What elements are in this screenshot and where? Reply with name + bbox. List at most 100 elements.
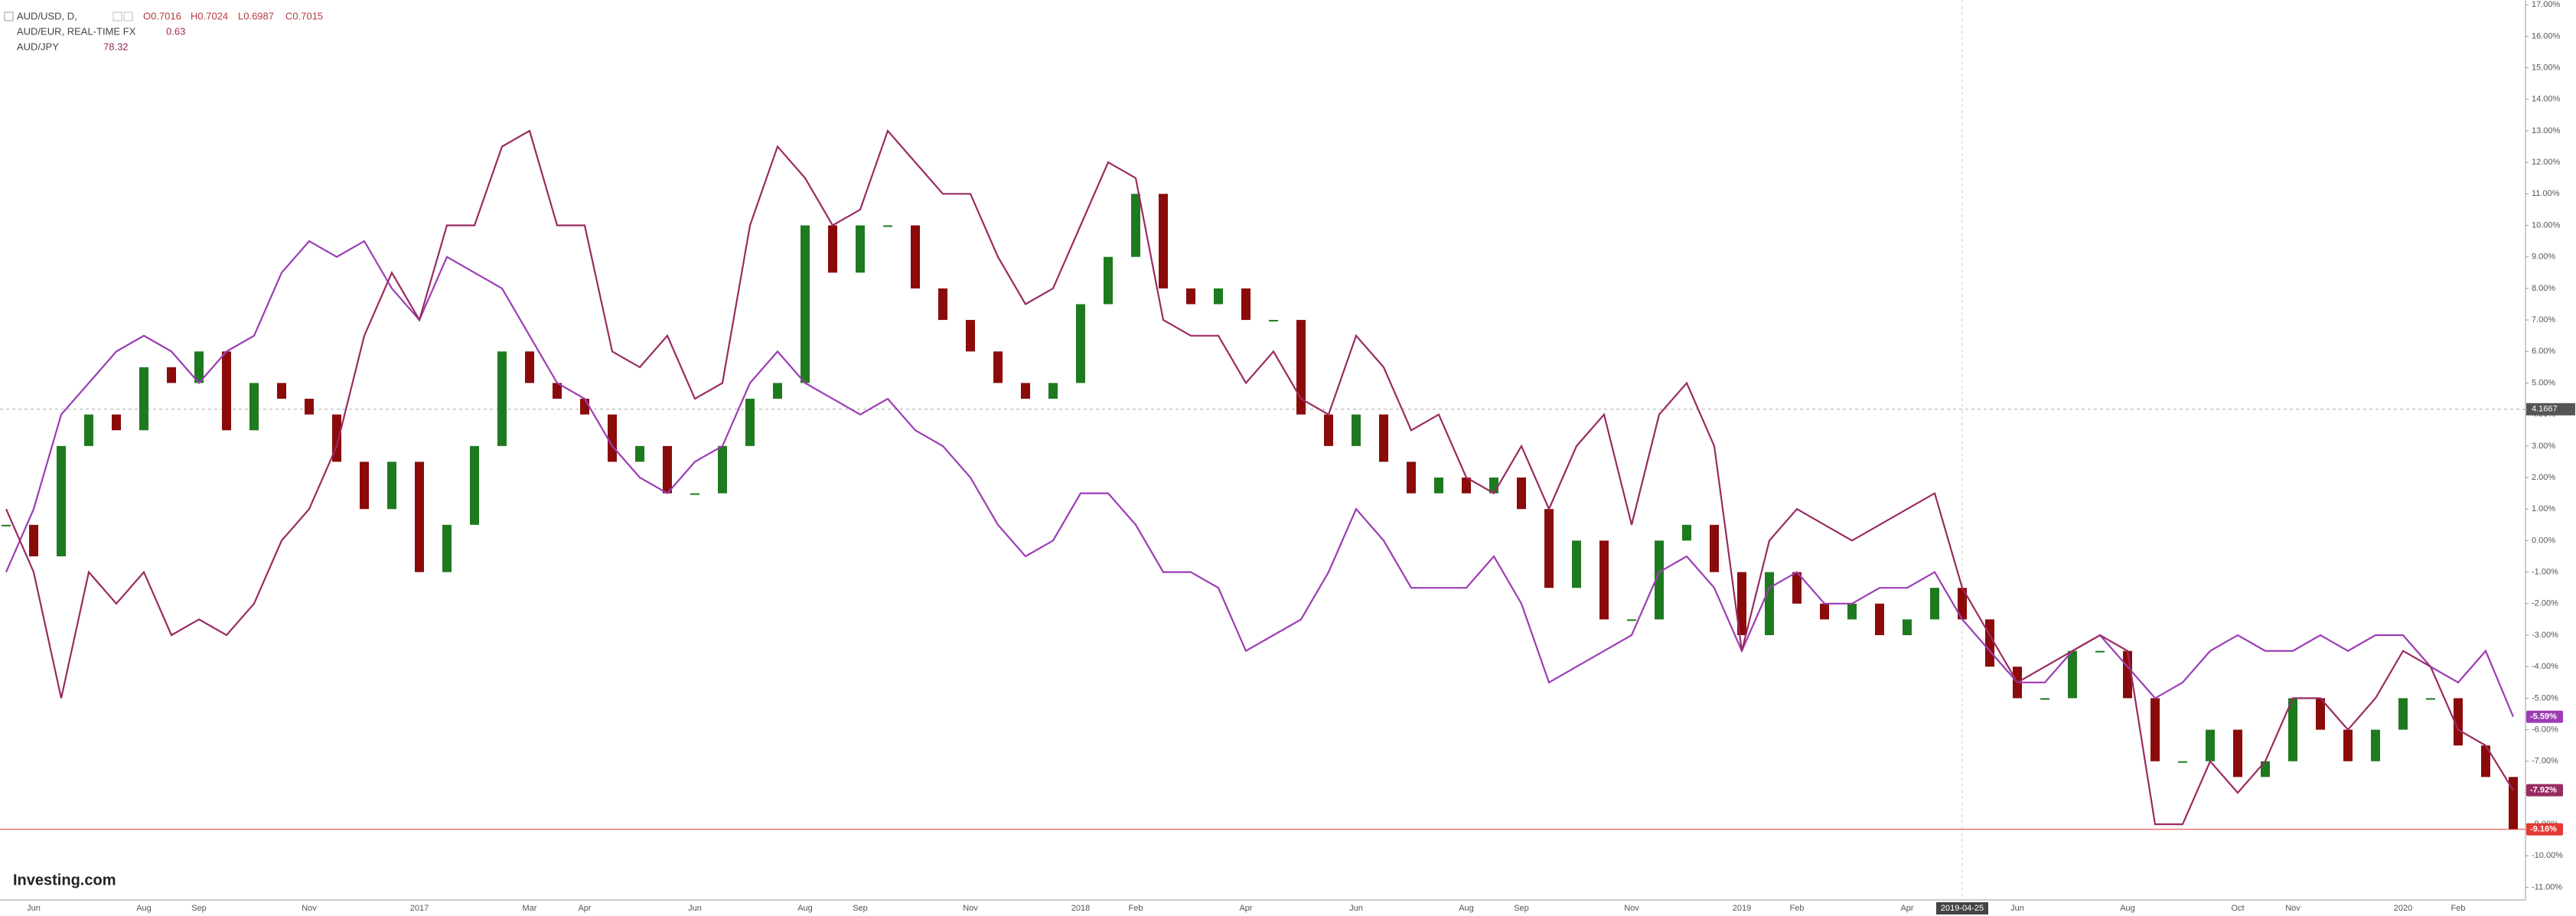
x-tick-label: Oct — [2231, 904, 2244, 913]
y-tick-label: -4.00% — [2532, 662, 2558, 671]
candle — [415, 461, 424, 572]
candle — [1903, 619, 1912, 635]
candle — [938, 288, 947, 321]
y-tick-label: 17.00% — [2532, 0, 2561, 9]
settings-icon[interactable] — [112, 11, 122, 21]
y-tick-label: 11.00% — [2532, 189, 2560, 198]
y-tick-label: 14.00% — [2532, 95, 2561, 104]
y-tick-label: 6.00% — [2532, 347, 2555, 356]
y-tick-label: 0.00% — [2532, 536, 2555, 545]
candle — [1847, 603, 1857, 620]
x-tick-label: Nov — [2285, 904, 2300, 913]
x-tick-label: 2018 — [1071, 904, 1090, 913]
candle — [1214, 288, 1223, 305]
candle — [1930, 588, 1939, 620]
candle — [883, 225, 892, 227]
x-tick-label: Mar — [523, 904, 537, 913]
candle — [1104, 256, 1113, 305]
candle — [1655, 540, 1664, 620]
candle — [856, 225, 865, 273]
candle — [360, 461, 369, 510]
candle — [277, 383, 286, 399]
candle — [2316, 698, 2325, 730]
x-tick-label: Sep — [1514, 904, 1529, 913]
candle — [553, 383, 562, 399]
candle — [1985, 619, 1994, 667]
candle — [249, 383, 259, 431]
last-value-label: -9.16% — [2530, 825, 2557, 834]
candle — [57, 445, 66, 557]
candle — [580, 399, 589, 415]
candle — [1958, 588, 1967, 620]
y-tick-label: 2.00% — [2532, 473, 2555, 482]
candle — [2426, 698, 2435, 700]
candle — [139, 367, 148, 431]
last-value-badge — [2526, 710, 2563, 723]
candle — [828, 225, 837, 273]
legend-name: AUD/JPY — [17, 41, 59, 52]
candle — [1627, 619, 1636, 621]
x-tick-label: Feb — [1129, 904, 1143, 913]
candle — [911, 225, 920, 288]
legend-value: 78.32 — [103, 41, 129, 52]
candle — [1544, 509, 1554, 588]
y-tick-label: 12.00% — [2532, 158, 2561, 167]
last-value-badge — [2526, 823, 2563, 836]
crosshair-y-label: 4.1667 — [2532, 405, 2558, 414]
candle — [222, 351, 231, 431]
candle — [1462, 478, 1471, 494]
legend-value: 0.63 — [166, 25, 185, 37]
watermark: Investing.com — [13, 872, 116, 888]
collapse-icon[interactable] — [4, 11, 14, 21]
candle — [2206, 729, 2215, 761]
x-tick-label: Aug — [136, 904, 152, 913]
x-tick-label: Nov — [1624, 904, 1639, 913]
x-tick-label: Apr — [1239, 904, 1252, 913]
candle — [1572, 540, 1581, 588]
candle — [2, 524, 11, 526]
candle — [1186, 288, 1195, 305]
y-tick-label: 10.00% — [2532, 220, 2561, 230]
candle — [2371, 729, 2380, 761]
y-tick-label: -2.00% — [2532, 599, 2558, 608]
legend-ohlc: H0.7024 — [191, 10, 228, 21]
candle — [305, 399, 314, 415]
candle — [1131, 194, 1140, 257]
candle — [2261, 761, 2270, 777]
candle — [1875, 603, 1884, 635]
candle — [84, 414, 93, 446]
crosshair-y-badge — [2526, 403, 2575, 416]
crosshair-x-badge — [1936, 902, 1988, 914]
candle — [1407, 461, 1416, 494]
y-tick-label: -6.00% — [2532, 725, 2558, 734]
x-tick-label: Jun — [1349, 904, 1363, 913]
x-tick-label: Feb — [2451, 904, 2466, 913]
candle — [718, 445, 727, 494]
candle — [1324, 414, 1333, 446]
candle — [1352, 414, 1361, 446]
x-tick-label: Jun — [688, 904, 702, 913]
candle — [2343, 729, 2353, 761]
y-tick-label: 8.00% — [2532, 284, 2555, 293]
candle — [194, 351, 204, 383]
candle — [801, 225, 810, 383]
candle — [1599, 540, 1609, 620]
candle — [1682, 524, 1691, 541]
y-tick-label: -11.00% — [2532, 882, 2562, 892]
candle — [2068, 650, 2077, 699]
candle — [2509, 777, 2518, 830]
hide-icon[interactable] — [123, 11, 133, 21]
candle — [745, 399, 755, 446]
candle — [993, 351, 1003, 383]
x-tick-label: Feb — [1790, 904, 1805, 913]
candle — [1021, 383, 1030, 399]
x-tick-label: Aug — [1459, 904, 1474, 913]
candle — [2150, 698, 2160, 761]
y-tick-label: -5.00% — [2532, 693, 2558, 702]
y-tick-label: -10.00% — [2532, 851, 2563, 860]
candle — [497, 351, 507, 446]
candle — [1048, 383, 1058, 399]
x-tick-label: Apr — [1900, 904, 1913, 913]
